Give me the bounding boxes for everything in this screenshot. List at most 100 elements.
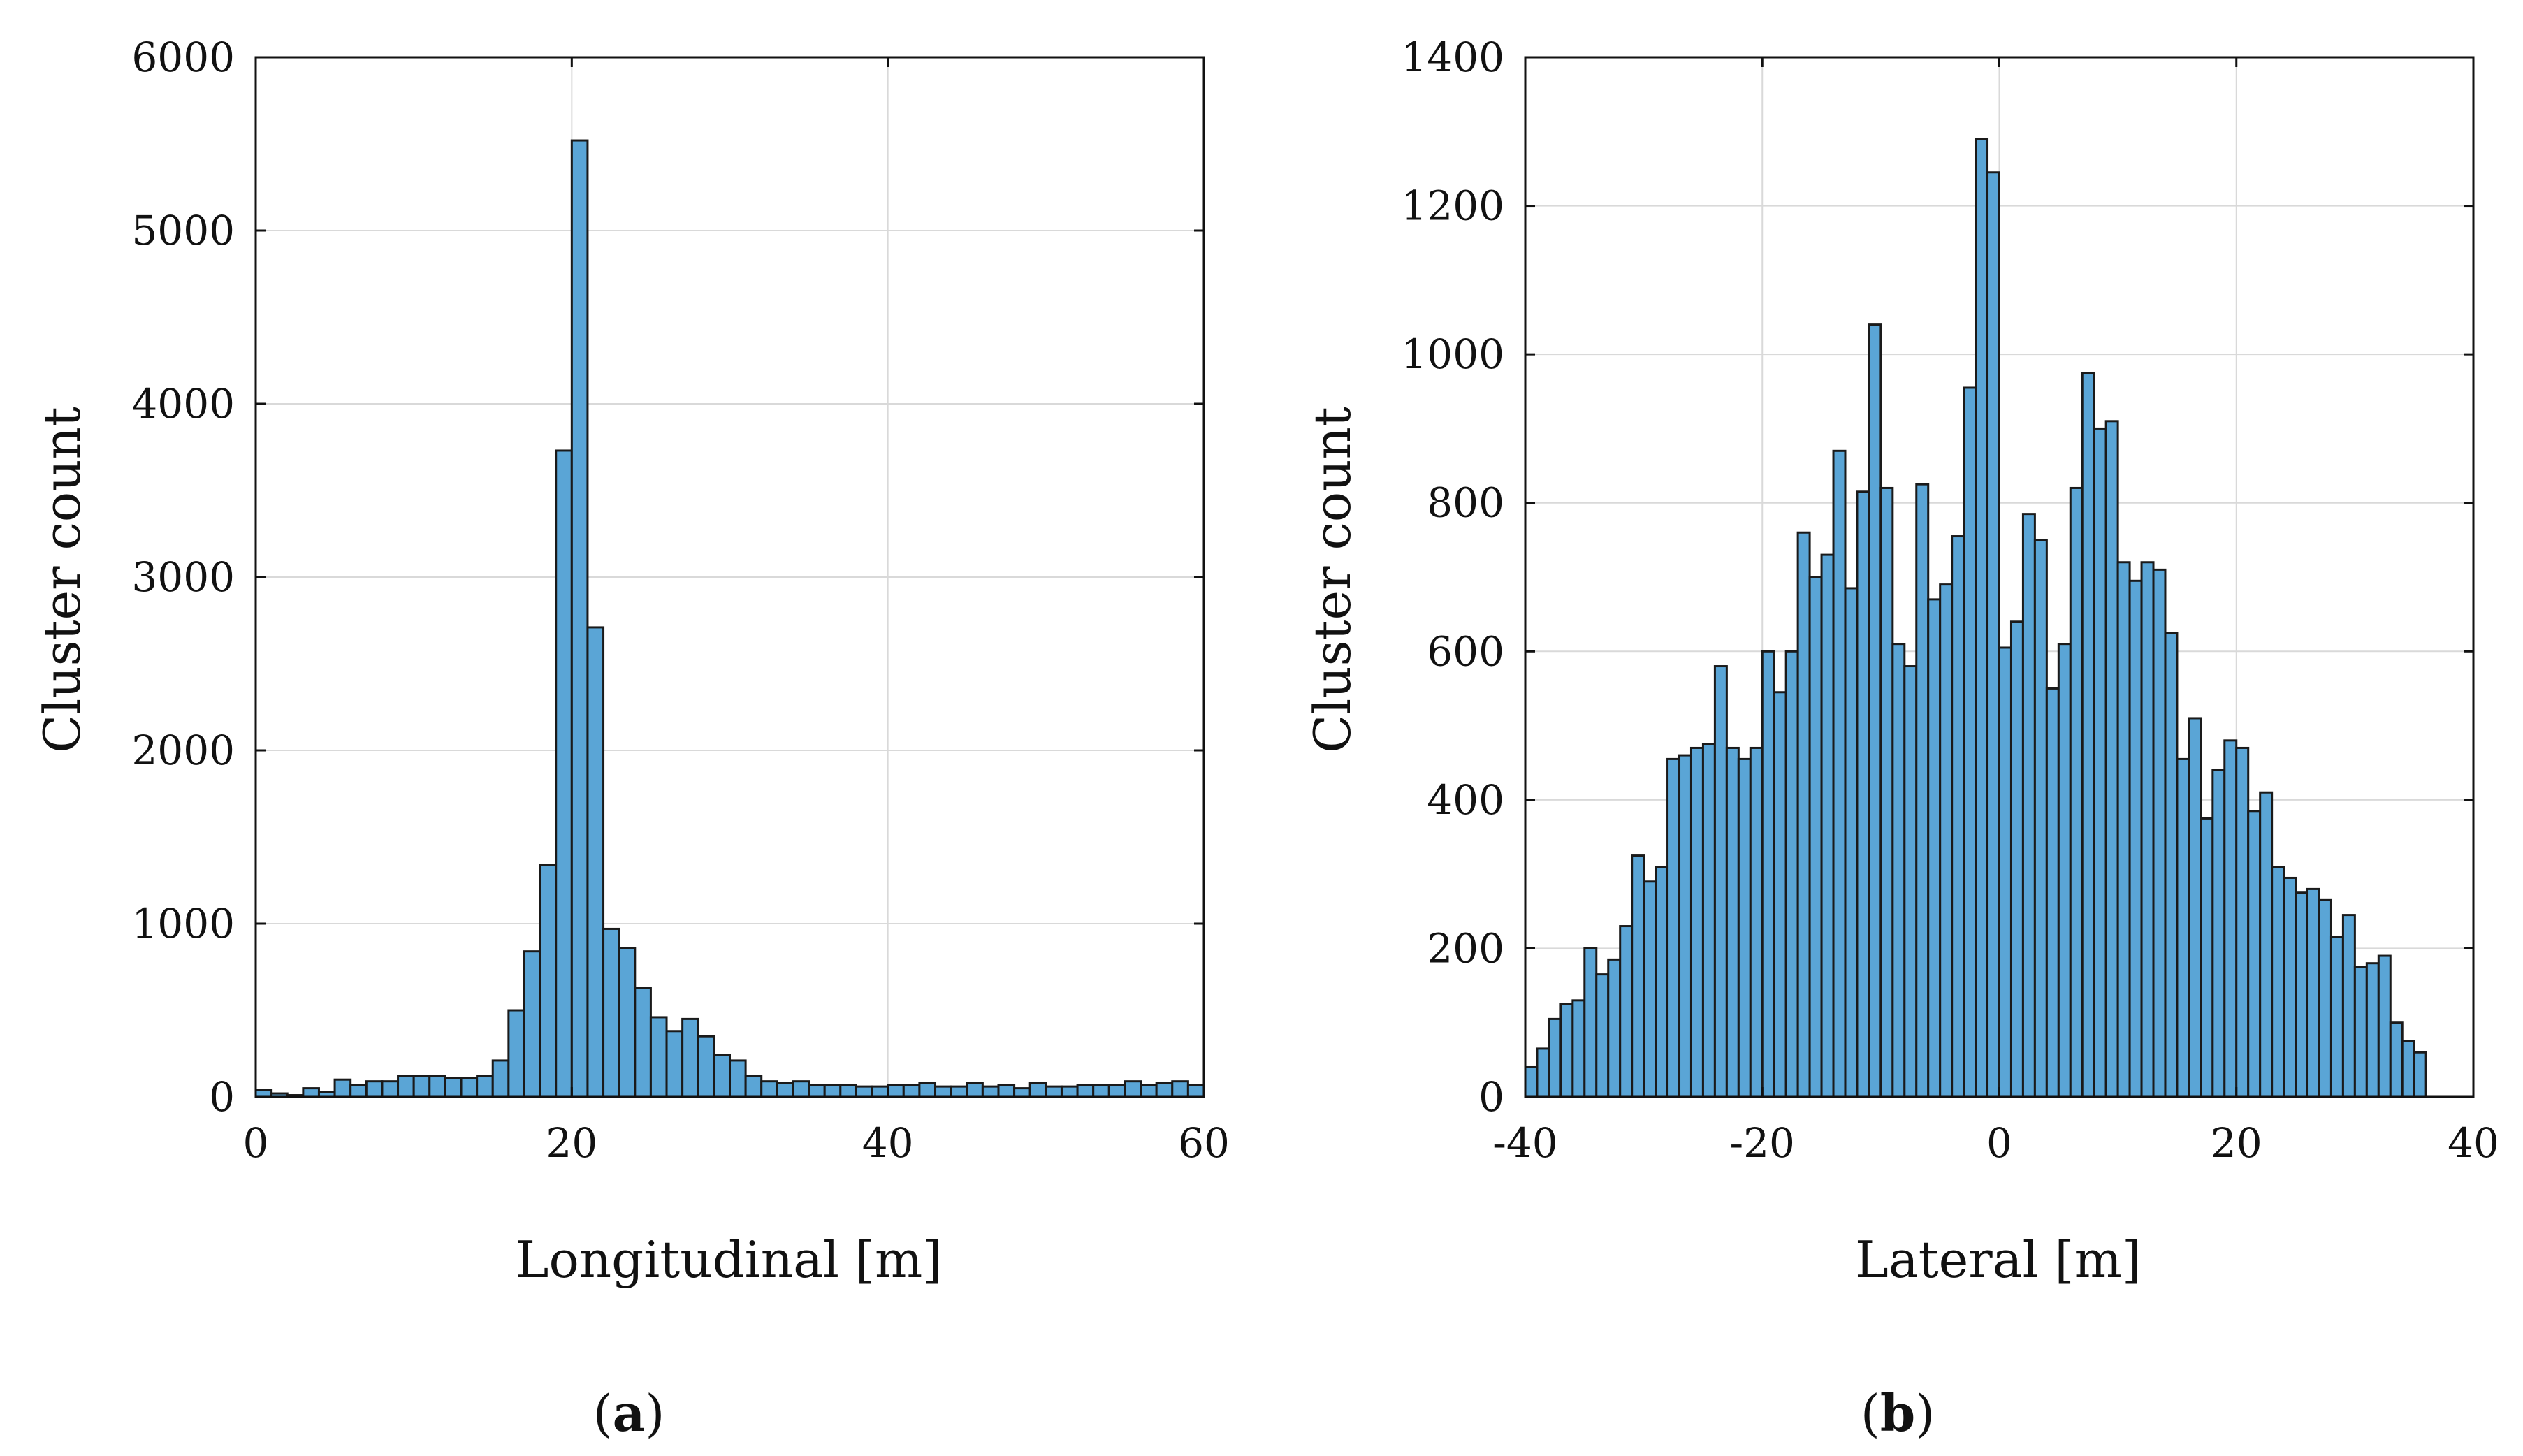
panel-a-ytick-label: 0 xyxy=(209,1073,235,1121)
panel-a-bar xyxy=(902,1084,921,1098)
panel-a-xtick-label: 40 xyxy=(862,1119,914,1167)
panel-a-bar xyxy=(602,927,620,1098)
panel-a-bar xyxy=(665,1030,684,1098)
panel-b-bar xyxy=(1915,483,1930,1098)
panel-a-bar xyxy=(460,1077,479,1098)
panel-a-bar xyxy=(586,626,605,1098)
panel-a-bar xyxy=(349,1084,368,1098)
panel-b-bar xyxy=(1701,743,1716,1098)
panel-b-bar xyxy=(1559,1003,1574,1098)
panel-b-bar xyxy=(2283,876,2297,1098)
panel-b-bar xyxy=(1975,138,1989,1098)
panel-a-bar xyxy=(1107,1084,1126,1098)
panel-a-ytick-label: 3000 xyxy=(131,553,235,601)
panel-a-bar xyxy=(1028,1082,1047,1098)
panel-a-bar xyxy=(1076,1084,1095,1098)
panel-b-ytick-label: 400 xyxy=(1427,776,1504,824)
panel-b-ytick-label: 200 xyxy=(1427,924,1504,972)
panel-a-bar xyxy=(1140,1084,1158,1098)
panel-b-bar xyxy=(2318,898,2332,1098)
panel-a-bar xyxy=(887,1084,905,1098)
panel-a-bar xyxy=(760,1080,778,1098)
panel-b-bar xyxy=(1761,650,1775,1098)
panel-a-bar xyxy=(539,864,558,1098)
panel-a-ytick-label: 2000 xyxy=(131,727,235,774)
panel-a-bar xyxy=(476,1075,494,1098)
panel-b-bar xyxy=(1737,757,1752,1098)
panel-b-bar xyxy=(1986,171,2001,1098)
panel-a-bar xyxy=(1092,1084,1110,1098)
panel-b-bar xyxy=(2200,817,2214,1098)
panel-b-xtick-label: 40 xyxy=(2448,1119,2499,1167)
panel-b-bar xyxy=(2104,420,2119,1098)
panel-b-bar xyxy=(1796,531,1811,1098)
panel-a-bar xyxy=(523,950,541,1098)
panel-b-bar xyxy=(2128,579,2143,1098)
panel-a-bar xyxy=(855,1085,873,1098)
panel-a-ytick-label: 4000 xyxy=(131,380,235,428)
panel-b-bar xyxy=(2401,1040,2415,1098)
panel-b-bar xyxy=(1773,691,1787,1098)
panel-b-bar xyxy=(2235,746,2250,1098)
panel-a-bar xyxy=(570,139,589,1098)
panel-b-xtick-label: 20 xyxy=(2211,1119,2262,1167)
panel-a-bar xyxy=(934,1085,952,1098)
panel-a-xlabel: Longitudinal [m] xyxy=(516,1230,943,1289)
panel-a-bar xyxy=(918,1082,937,1098)
panel-b-bar xyxy=(1678,754,1692,1098)
panel-a-bar xyxy=(1013,1087,1031,1098)
panel-b-bar xyxy=(2093,427,2107,1098)
panel-b-xlabel: Lateral [m] xyxy=(1855,1230,2142,1289)
panel-b-bar xyxy=(2365,962,2380,1098)
panel-a-ytick-label: 6000 xyxy=(131,34,235,81)
panel-b-bar xyxy=(2069,486,2084,1098)
panel-b-bar xyxy=(2188,717,2202,1098)
panel-b-bar xyxy=(2271,866,2285,1098)
panel-b-bar xyxy=(2176,757,2190,1098)
panel-b-bar xyxy=(2413,1051,2427,1098)
panel-a-bar xyxy=(649,1016,668,1098)
panel-a-bar xyxy=(1171,1080,1189,1098)
panel-a-ytick-label: 5000 xyxy=(131,207,235,254)
panel-b-bar xyxy=(1725,746,1740,1098)
panel-b-bar xyxy=(2140,561,2155,1098)
panel-b-bar xyxy=(1891,643,1906,1098)
panel-a-bar xyxy=(1186,1084,1205,1098)
panel-b-bar xyxy=(2247,810,2262,1098)
panel-a-bar xyxy=(981,1085,1000,1098)
panel-b-bar xyxy=(1856,490,1870,1098)
panel-a-bar xyxy=(966,1082,984,1098)
panel-b-bar xyxy=(1666,757,1681,1098)
panel-a-bar xyxy=(507,1009,525,1098)
panel-a-bar xyxy=(823,1084,842,1098)
panel-b-ylabel: Cluster count xyxy=(1303,407,1362,753)
panel-a-bar xyxy=(950,1085,968,1098)
panel-a-ylabel: Cluster count xyxy=(33,407,92,753)
panel-a-bar xyxy=(381,1080,400,1098)
panel-b-bar xyxy=(2377,954,2392,1098)
panel-b-bar xyxy=(2152,568,2167,1098)
panel-a-bar xyxy=(634,987,652,1098)
panel-b-bar xyxy=(1619,925,1634,1098)
panel-b-bar xyxy=(2306,887,2320,1098)
panel-a-caption: (a) xyxy=(593,1383,665,1443)
panel-a-bar xyxy=(365,1080,384,1098)
panel-b-bar xyxy=(1548,1017,1562,1098)
panel-a-bar xyxy=(1045,1085,1063,1098)
panel-a-bar xyxy=(618,947,637,1098)
panel-a-bar xyxy=(839,1084,857,1098)
panel-b-bar xyxy=(2009,620,2024,1098)
panel-a-xtick-label: 20 xyxy=(546,1119,597,1167)
panel-b-bar xyxy=(1655,866,1669,1098)
panel-a-bar xyxy=(428,1075,446,1098)
panel-b-bar xyxy=(1844,587,1859,1098)
panel-b-bar xyxy=(2057,643,2072,1098)
panel-b-bar xyxy=(1820,553,1835,1098)
panel-b-bar xyxy=(1939,583,1954,1098)
panel-a-bar xyxy=(697,1035,715,1098)
panel-a-longitudinal-histogram: 0 20 40 60 0 1000 2000 3000 4000 5000 6000 Longitu… xyxy=(33,34,1230,1443)
panel-a-ytick-label: 1000 xyxy=(131,900,235,947)
panel-b-bar xyxy=(2223,739,2238,1098)
panel-a-bar xyxy=(412,1075,431,1098)
